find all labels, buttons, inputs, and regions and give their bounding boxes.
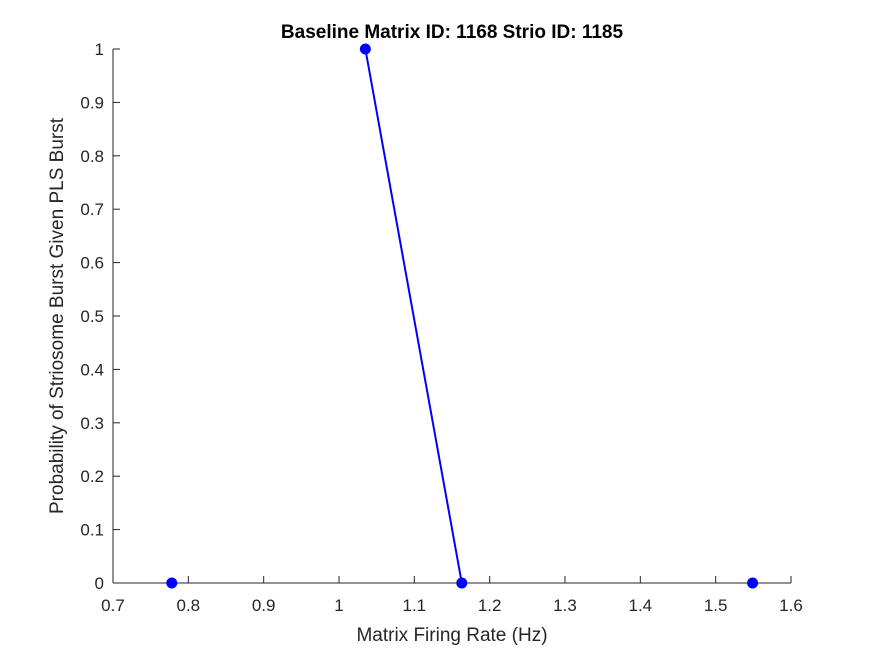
y-tick-label: 0 <box>95 574 104 593</box>
x-tick-label: 1.1 <box>403 596 427 615</box>
chart-title: Baseline Matrix ID: 1168 Strio ID: 1185 <box>281 22 624 43</box>
x-ticks: 0.7 0.8 0.9 1 1.1 1.2 1.3 1.4 1.5 1.6 <box>101 576 803 615</box>
y-tick-label: 0.1 <box>80 521 104 540</box>
y-tick-label: 1 <box>95 40 104 59</box>
x-tick-label: 0.7 <box>101 596 125 615</box>
y-tick-label: 0.4 <box>80 360 104 379</box>
plot-area <box>166 43 759 589</box>
x-tick-label: 1.2 <box>478 596 502 615</box>
y-tick-label: 0.8 <box>80 147 104 166</box>
y-axis-label: Probability of Striosome Burst Given PLS… <box>47 117 68 514</box>
data-point-marker <box>456 577 468 589</box>
y-tick-label: 0.7 <box>80 200 104 219</box>
x-tick-label: 1.6 <box>779 596 803 615</box>
series-line <box>364 48 463 584</box>
x-tick-label: 1.4 <box>629 596 653 615</box>
y-tick-label: 0.2 <box>80 467 104 486</box>
x-tick-label: 1 <box>334 596 343 615</box>
data-point-marker <box>359 43 371 55</box>
x-tick-label: 0.8 <box>177 596 201 615</box>
x-tick-label: 1.5 <box>704 596 728 615</box>
y-tick-label: 0.5 <box>80 307 104 326</box>
x-tick-label: 1.3 <box>553 596 577 615</box>
y-tick-label: 0.3 <box>80 414 104 433</box>
x-axis-label: Matrix Firing Rate (Hz) <box>356 625 547 646</box>
data-point-marker <box>747 577 759 589</box>
y-ticks: 0 0.1 0.2 0.3 0.4 0.5 0.6 0.7 0.8 0.9 1 <box>80 40 120 593</box>
y-tick-label: 0.6 <box>80 254 104 273</box>
y-tick-label: 0.9 <box>80 93 104 112</box>
x-tick-label: 0.9 <box>252 596 276 615</box>
data-point-marker <box>166 577 178 589</box>
